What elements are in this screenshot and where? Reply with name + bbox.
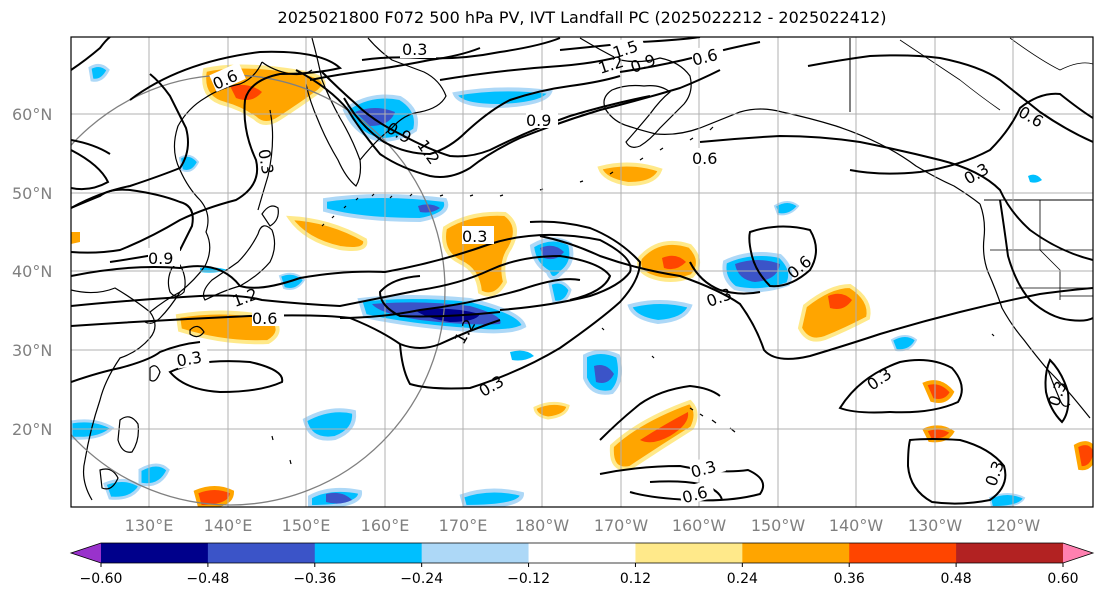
lat-label: 60°N <box>12 105 52 124</box>
contour-label: 0.3 <box>961 159 993 188</box>
lon-label: 170°W <box>594 516 649 535</box>
colorbar-segment <box>635 543 743 563</box>
positive-anomaly-area <box>1073 441 1093 471</box>
colorbar-segment <box>207 543 316 563</box>
contour-label: 0.3 <box>254 148 277 176</box>
positive-anomaly-area <box>71 232 80 244</box>
colorbar-tick-label: −0.24 <box>400 571 443 587</box>
colorbar-segment <box>849 543 957 563</box>
map-title: 2025021800 F072 500 hPa PV, IVT Landfall… <box>277 8 887 27</box>
lon-label: 180°W <box>515 516 570 535</box>
negative-anomaly-area <box>594 365 614 383</box>
lat-label: 50°N <box>12 184 52 203</box>
negative-anomaly-area <box>302 408 357 441</box>
colorbar-segment <box>421 543 530 563</box>
lon-label: 130°E <box>125 516 174 535</box>
negative-anomaly-area <box>323 194 449 223</box>
colorbar-tick-label: 0.36 <box>834 571 865 587</box>
lon-label: 120°W <box>986 516 1041 535</box>
lon-label: 160°E <box>361 516 410 535</box>
contour-label: 0.6 <box>1015 102 1047 131</box>
colorbar-extension-max <box>1063 543 1093 563</box>
contour-label: 0.3 <box>175 347 203 370</box>
colorbar-tick-label: −0.36 <box>293 571 336 587</box>
positive-anomaly-area <box>662 255 686 270</box>
negative-anomaly-area <box>326 492 352 504</box>
contour-label-group: 0.3 1.5 1.2 0.9 0.6 0.6 0.9 0.9 1.2 0.6 … <box>148 37 1071 507</box>
negative-anomaly-area <box>1028 174 1042 183</box>
contour-label: 1.2 <box>413 136 443 168</box>
contour-label: 0.6 <box>692 149 717 168</box>
ivt-contours <box>71 37 1093 505</box>
lon-label: 150°E <box>282 516 331 535</box>
colorbar-segment <box>956 543 1064 563</box>
negative-anomaly-area <box>452 87 553 109</box>
negative-anomaly-area <box>510 350 534 361</box>
contour-label: 0.3 <box>689 457 719 482</box>
colorbar-segment <box>101 543 209 563</box>
colorbar-tick-label: 0.48 <box>941 571 972 587</box>
colorbar-segment <box>528 543 636 563</box>
positive-anomaly-area <box>442 211 517 297</box>
colorbar-segment <box>314 543 423 563</box>
lat-label: 20°N <box>12 420 52 439</box>
latitude-labels: 60°N 50°N 40°N 30°N 20°N <box>12 105 52 439</box>
colorbar: −0.60 −0.48 −0.36 −0.24 −0.12 0.12 0.24 0.36 0.4… <box>69 542 1095 587</box>
contour-label: 0.3 <box>863 364 895 394</box>
negative-anomaly-area <box>88 63 110 82</box>
lon-label: 130°W <box>908 516 963 535</box>
negative-anomaly-area <box>548 280 572 304</box>
positive-anomaly-area <box>640 412 689 443</box>
negative-anomaly-area <box>773 201 800 216</box>
negative-anomaly-area <box>627 300 693 325</box>
lon-label: 170°E <box>439 516 488 535</box>
positive-anomaly-area <box>286 215 368 251</box>
pv-shading <box>71 63 1093 507</box>
contour-label: 0.9 <box>148 249 173 268</box>
positive-anomaly-area <box>922 425 955 443</box>
contour-label: 0.6 <box>680 482 710 507</box>
positive-anomaly-area <box>230 84 262 100</box>
contour-label: 0.3 <box>704 284 734 311</box>
lon-label: 140°E <box>204 516 253 535</box>
lat-label: 30°N <box>12 341 52 360</box>
colorbar-tick-label: 0.24 <box>727 571 758 587</box>
colorbar-tick-label: −0.48 <box>186 571 229 587</box>
negative-anomaly-area <box>138 463 170 487</box>
negative-anomaly-area <box>890 335 918 352</box>
colorbar-tick-label: −0.12 <box>507 571 550 587</box>
negative-anomaly-area <box>459 488 525 507</box>
colorbar-extension-min <box>71 543 101 563</box>
contour-label: 0.6 <box>690 45 719 70</box>
contour-label: 0.3 <box>402 40 427 59</box>
contour-label: 0.6 <box>252 309 277 328</box>
colorbar-tick-label: −0.60 <box>80 571 123 587</box>
colorbar-tick-label: 0.60 <box>1047 571 1078 587</box>
lon-label: 150°W <box>751 516 806 535</box>
contour-label: 0.9 <box>526 111 551 130</box>
positive-anomaly-area <box>797 283 871 342</box>
map-frame <box>70 36 1094 508</box>
positive-anomaly-area <box>828 293 852 309</box>
lon-label: 140°W <box>829 516 884 535</box>
longitude-labels: 130°E 140°E 150°E 160°E 170°E 180°W 170°… <box>125 516 1041 535</box>
contour-label: 0.3 <box>462 227 487 246</box>
lat-label: 40°N <box>12 262 52 281</box>
coastlines <box>71 37 1093 501</box>
colorbar-tick-label: 0.12 <box>620 571 651 587</box>
positive-anomaly-area <box>922 380 955 403</box>
colorbar-segment <box>742 543 850 563</box>
lon-label: 160°W <box>672 516 727 535</box>
positive-anomaly-area <box>533 401 570 420</box>
contour-label: 0.3 <box>1044 378 1071 408</box>
positive-anomaly-area <box>597 162 663 187</box>
